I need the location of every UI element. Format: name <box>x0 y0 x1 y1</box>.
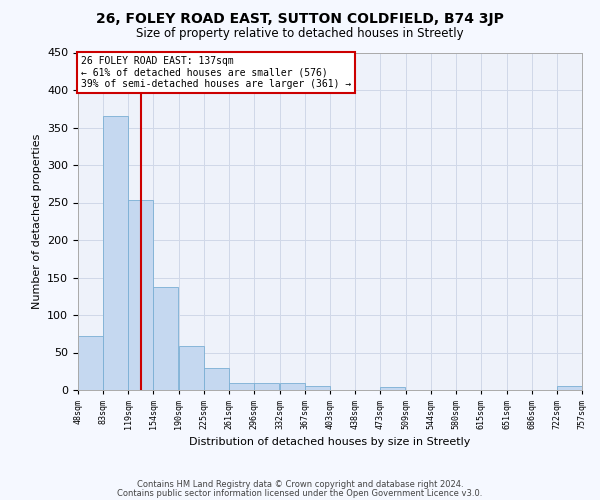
Bar <box>557 386 582 390</box>
Bar <box>380 387 405 390</box>
Y-axis label: Number of detached properties: Number of detached properties <box>32 134 41 309</box>
Bar <box>229 382 254 390</box>
Bar <box>179 346 204 390</box>
Bar <box>103 116 128 390</box>
Bar <box>204 368 229 390</box>
Text: 26 FOLEY ROAD EAST: 137sqm
← 61% of detached houses are smaller (576)
39% of sem: 26 FOLEY ROAD EAST: 137sqm ← 61% of deta… <box>80 56 351 89</box>
Bar <box>128 200 154 390</box>
Text: Size of property relative to detached houses in Streetly: Size of property relative to detached ho… <box>136 28 464 40</box>
Bar <box>280 382 305 390</box>
Bar <box>78 336 103 390</box>
Text: Contains HM Land Registry data © Crown copyright and database right 2024.: Contains HM Land Registry data © Crown c… <box>137 480 463 489</box>
Bar <box>154 286 178 390</box>
Text: Contains public sector information licensed under the Open Government Licence v3: Contains public sector information licen… <box>118 490 482 498</box>
X-axis label: Distribution of detached houses by size in Streetly: Distribution of detached houses by size … <box>190 438 470 448</box>
Bar <box>254 383 279 390</box>
Text: 26, FOLEY ROAD EAST, SUTTON COLDFIELD, B74 3JP: 26, FOLEY ROAD EAST, SUTTON COLDFIELD, B… <box>96 12 504 26</box>
Bar <box>305 386 329 390</box>
